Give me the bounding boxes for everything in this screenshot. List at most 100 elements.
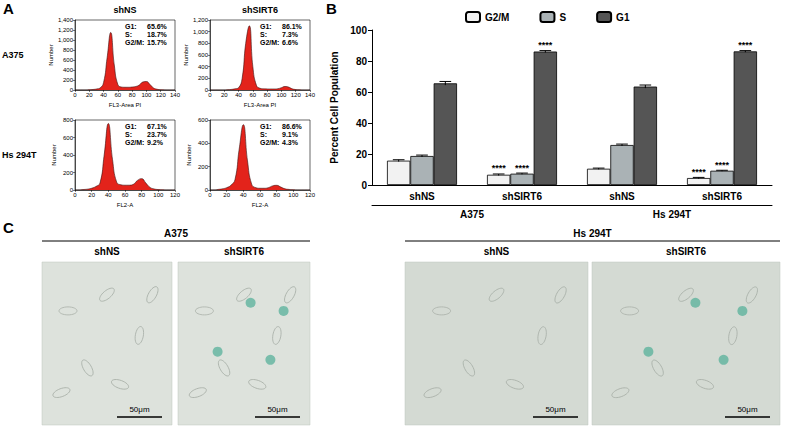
svg-text:40: 40 — [240, 192, 247, 198]
svg-text:S:: S: — [125, 131, 132, 138]
svg-text:80: 80 — [129, 92, 136, 98]
svg-text:shNS: shNS — [609, 191, 635, 202]
svg-text:400: 400 — [63, 152, 74, 158]
svg-text:100: 100 — [141, 92, 152, 98]
svg-text:1,400: 1,400 — [58, 17, 74, 23]
svg-text:15.7%: 15.7% — [147, 39, 168, 46]
svg-text:S:: S: — [125, 31, 132, 38]
svg-text:****: **** — [738, 40, 753, 50]
svg-text:Hs 294T: Hs 294T — [2, 150, 37, 160]
svg-text:120: 120 — [156, 92, 167, 98]
svg-text:20: 20 — [223, 192, 230, 198]
svg-text:100: 100 — [276, 92, 287, 98]
svg-text:A: A — [3, 0, 14, 17]
svg-text:60: 60 — [115, 92, 122, 98]
svg-text:Percent Cell Population: Percent Cell Population — [329, 51, 340, 163]
svg-text:40: 40 — [235, 92, 242, 98]
svg-text:200: 200 — [63, 77, 74, 83]
svg-text:400: 400 — [198, 64, 209, 70]
svg-text:shNS: shNS — [94, 246, 120, 257]
svg-text:50μm: 50μm — [267, 405, 288, 414]
svg-text:20: 20 — [86, 92, 93, 98]
svg-text:FL2-A: FL2-A — [252, 202, 268, 208]
svg-text:G1:: G1: — [125, 23, 137, 30]
svg-text:200: 200 — [63, 170, 74, 176]
svg-text:9.2%: 9.2% — [147, 139, 164, 146]
svg-text:Number: Number — [183, 44, 189, 65]
svg-text:shSIRT6: shSIRT6 — [702, 191, 742, 202]
svg-text:shSIRT6: shSIRT6 — [242, 5, 278, 15]
svg-text:600: 600 — [63, 135, 74, 141]
svg-text:G1:: G1: — [125, 123, 137, 130]
svg-text:400: 400 — [198, 140, 209, 146]
svg-text:shNS: shNS — [409, 191, 435, 202]
svg-text:G2/M:: G2/M: — [260, 139, 279, 146]
svg-text:C: C — [3, 219, 14, 236]
svg-text:A375: A375 — [2, 50, 24, 60]
svg-text:20: 20 — [221, 92, 228, 98]
svg-text:23.7%: 23.7% — [147, 131, 168, 138]
svg-text:****: **** — [538, 40, 553, 50]
svg-text:1,200: 1,200 — [193, 17, 209, 23]
svg-text:9.1%: 9.1% — [282, 131, 299, 138]
svg-text:G2/M:: G2/M: — [125, 139, 144, 146]
svg-text:1,000: 1,000 — [193, 29, 209, 35]
svg-text:67.1%: 67.1% — [147, 123, 168, 130]
svg-text:G2/M: G2/M — [485, 12, 509, 23]
svg-text:G1:: G1: — [260, 123, 272, 130]
svg-text:shSIRT6: shSIRT6 — [224, 246, 264, 257]
svg-text:80: 80 — [264, 92, 271, 98]
svg-text:****: **** — [492, 163, 507, 173]
svg-text:80: 80 — [138, 192, 145, 198]
svg-text:G2/M:: G2/M: — [260, 39, 279, 46]
svg-text:20: 20 — [88, 192, 95, 198]
svg-text:100: 100 — [350, 25, 367, 36]
svg-text:4.3%: 4.3% — [282, 139, 299, 146]
svg-text:100: 100 — [153, 192, 164, 198]
svg-text:100: 100 — [288, 192, 299, 198]
svg-text:Number: Number — [186, 144, 192, 165]
svg-text:1,000: 1,000 — [58, 37, 74, 43]
svg-text:800: 800 — [63, 47, 74, 53]
svg-text:G1: G1 — [616, 12, 630, 23]
svg-text:50μm: 50μm — [737, 405, 758, 414]
svg-text:200: 200 — [198, 75, 209, 81]
svg-text:40: 40 — [100, 92, 107, 98]
svg-text:120: 120 — [291, 92, 302, 98]
svg-text:80: 80 — [273, 192, 280, 198]
svg-text:50μm: 50μm — [545, 405, 566, 414]
svg-text:600: 600 — [198, 117, 209, 123]
svg-text:Hs 294T: Hs 294T — [573, 228, 611, 239]
svg-text:40: 40 — [105, 192, 112, 198]
svg-text:120: 120 — [170, 192, 181, 198]
svg-text:Number: Number — [48, 44, 54, 65]
svg-text:140: 140 — [170, 92, 181, 98]
svg-text:shNS: shNS — [484, 246, 510, 257]
svg-text:Number: Number — [51, 144, 57, 165]
svg-text:0: 0 — [208, 92, 212, 98]
svg-text:G1:: G1: — [260, 23, 272, 30]
svg-text:20: 20 — [356, 149, 368, 160]
svg-text:FL3-Area PI: FL3-Area PI — [244, 102, 277, 108]
svg-text:****: **** — [692, 167, 707, 177]
svg-text:A375: A375 — [460, 209, 484, 220]
svg-text:0: 0 — [73, 192, 77, 198]
svg-text:0: 0 — [73, 92, 77, 98]
svg-text:S:: S: — [260, 31, 267, 38]
svg-text:40: 40 — [356, 118, 368, 129]
svg-text:G2/M:: G2/M: — [125, 39, 144, 46]
svg-text:****: **** — [715, 160, 730, 170]
svg-text:shSIRT6: shSIRT6 — [502, 191, 542, 202]
svg-text:0: 0 — [361, 180, 367, 191]
svg-text:50μm: 50μm — [129, 405, 150, 414]
svg-text:****: **** — [515, 163, 530, 173]
svg-text:FL3-Area PI: FL3-Area PI — [109, 102, 142, 108]
svg-text:7.3%: 7.3% — [282, 31, 299, 38]
svg-text:60: 60 — [250, 92, 257, 98]
svg-text:S: S — [559, 12, 566, 23]
svg-text:140: 140 — [305, 92, 316, 98]
svg-text:600: 600 — [63, 57, 74, 63]
svg-text:B: B — [326, 0, 337, 17]
svg-text:S:: S: — [260, 131, 267, 138]
svg-text:A375: A375 — [164, 228, 188, 239]
